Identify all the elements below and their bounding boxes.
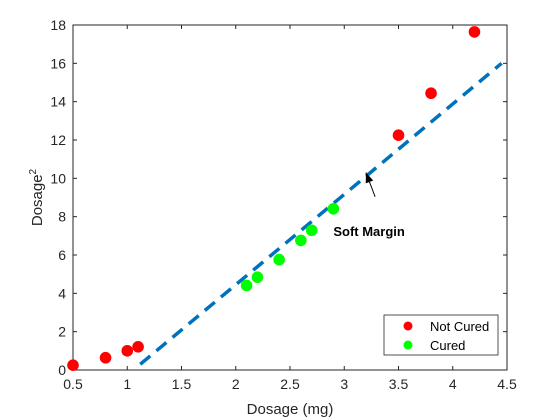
point-not-cured [67,359,79,372]
legend-label: Cured [430,338,465,353]
x-tick-label: 3.5 [389,376,409,392]
y-tick-label: 12 [50,132,66,148]
y-tick-label: 0 [58,362,66,378]
point-cured [251,271,264,284]
y-axis-label-base: Dosage [29,174,46,226]
point-not-cured [392,129,405,142]
annotation: Soft Margin [333,172,405,239]
x-tick-label: 1.5 [172,376,192,392]
y-tick-label: 8 [58,209,66,225]
point-cured [295,234,307,247]
x-tick-label: 3 [340,376,348,392]
y-tick-label: 6 [58,247,66,263]
data-points [67,26,481,372]
axes: 0.5 1 1.5 2 2.5 3 3.5 4 4.5 0 2 4 6 8 10 12 14 16 18 [50,17,517,392]
y-tick-label: 4 [58,285,66,301]
point-cured [273,253,285,266]
y-tick-label: 14 [50,94,66,110]
annotation-text: Soft Margin [333,224,405,239]
legend-box [383,314,499,356]
y-tick-label: 2 [58,324,66,340]
x-tick-label: 4 [449,376,457,392]
point-cured [305,224,318,237]
decision-boundary [139,61,503,366]
point-not-cured [132,341,144,353]
y-tick-label: 10 [50,170,66,186]
point-cured [240,279,253,292]
point-not-cured [121,345,134,357]
point-not-cured [99,351,112,364]
legend-label: Not Cured [430,319,489,334]
legend: Not Cured Cured [383,314,499,356]
point-not-cured [468,26,481,38]
x-tick-label: 2 [232,376,240,392]
x-tick-label: 0.5 [63,376,83,392]
point-not-cured [425,87,437,100]
boundary-line [139,61,503,366]
y-tick-label: 18 [50,17,66,33]
y-axis-label-superscript: 2 [28,168,39,174]
y-axis-label: Dosage2 [28,168,46,226]
annotation-arrowhead [365,172,374,184]
x-tick-label: 2.5 [280,376,300,392]
point-cured [327,203,340,215]
legend-marker [403,340,413,350]
axis-labels: Dosage (mg) Dosage2 [28,168,333,418]
x-tick-label: 4.5 [497,376,517,392]
x-tick-label: 1 [123,376,131,392]
x-axis-label: Dosage (mg) [247,401,334,418]
y-tick-label: 16 [50,55,66,71]
legend-marker [403,321,413,331]
